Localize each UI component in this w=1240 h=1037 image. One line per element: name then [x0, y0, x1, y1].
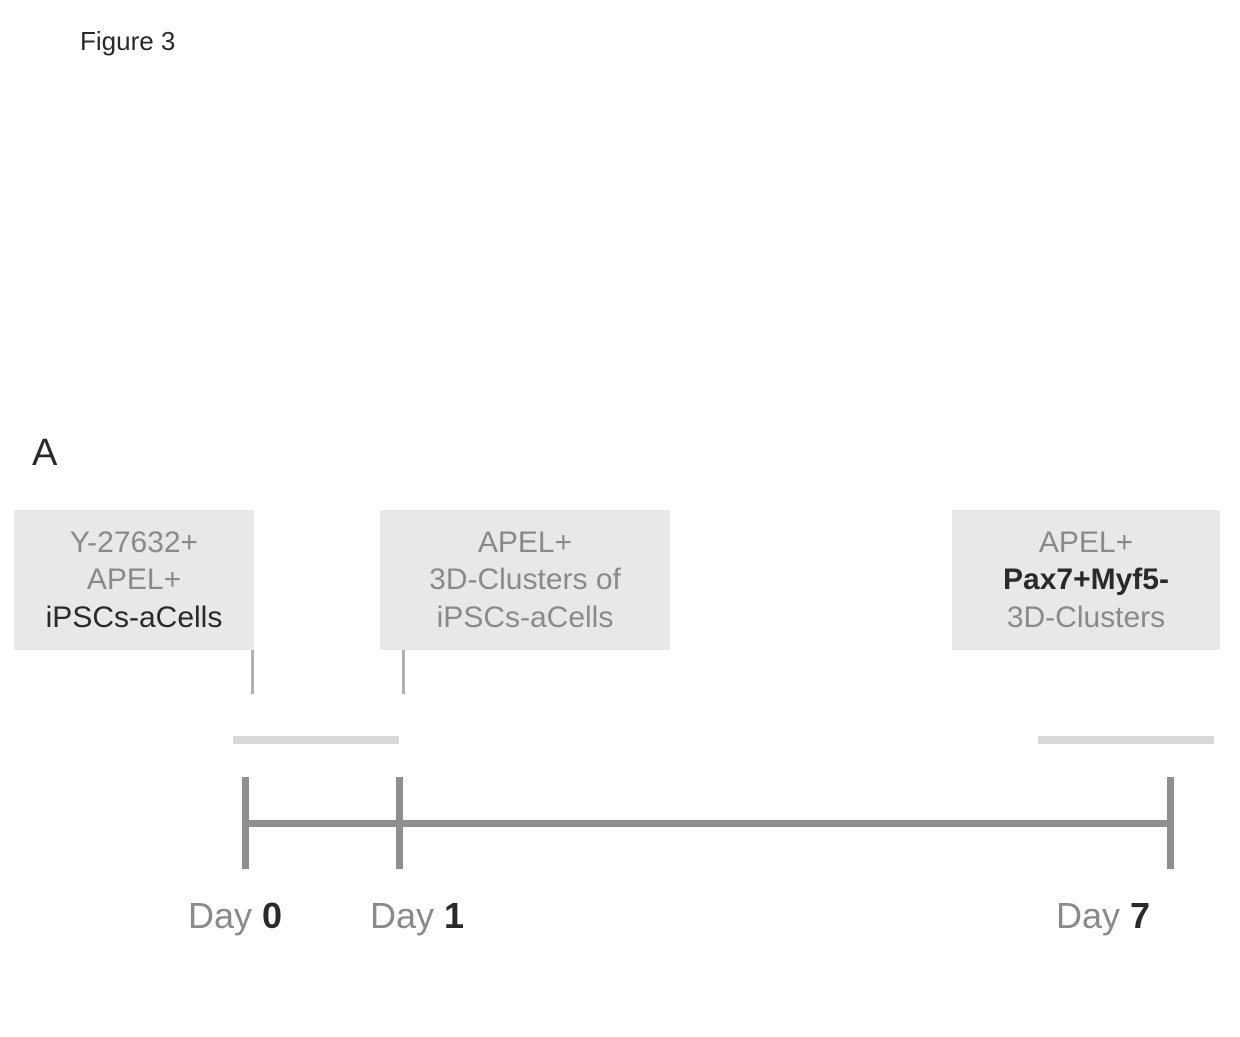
stage-1-line-1: 3D-Clusters of [429, 561, 621, 599]
day-1-prefix: Day [370, 895, 444, 936]
marker-seg-1 [1038, 736, 1214, 744]
panel-label-a: A [32, 432, 57, 475]
stage-box-1: APEL+ 3D-Clusters of iPSCs-aCells [380, 510, 670, 650]
stage-2-line-1: Pax7+Myf5- [1003, 561, 1169, 599]
day-label-2: Day 7 [1056, 895, 1150, 937]
stage-box-2: APEL+ Pax7+Myf5- 3D-Clusters [952, 510, 1220, 650]
stage-0-line-0: Y-27632+ [70, 524, 198, 562]
stage-2-line-0: APEL+ [1039, 524, 1133, 562]
day-0-prefix: Day [188, 895, 262, 936]
timeline-axis [242, 820, 1174, 827]
day-0-num: 0 [262, 895, 282, 936]
timeline-tick-1 [396, 777, 403, 869]
timeline-tick-0 [242, 777, 249, 869]
stage-0-line-2: iPSCs-aCells [46, 599, 223, 637]
stage-1-stem [402, 650, 405, 694]
stage-1-line-0: APEL+ [478, 524, 572, 562]
day-1-num: 1 [444, 895, 464, 936]
timeline-tick-2 [1167, 777, 1174, 869]
marker-seg-0 [233, 736, 399, 744]
day-label-0: Day 0 [188, 895, 282, 937]
day-label-1: Day 1 [370, 895, 464, 937]
stage-1-line-2: iPSCs-aCells [437, 599, 614, 637]
figure-title: Figure 3 [80, 26, 175, 57]
stage-2-line-2: 3D-Clusters [1007, 599, 1165, 637]
stage-0-line-1: APEL+ [87, 561, 181, 599]
stage-0-stem [251, 650, 254, 694]
stage-box-0: Y-27632+ APEL+ iPSCs-aCells [14, 510, 254, 650]
day-2-prefix: Day [1056, 895, 1130, 936]
day-2-num: 7 [1130, 895, 1150, 936]
